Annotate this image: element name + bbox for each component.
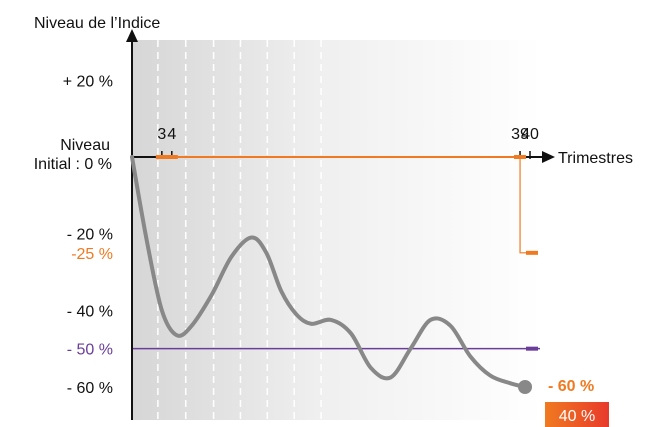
threshold-marker xyxy=(526,250,538,255)
final-value-point xyxy=(518,380,533,394)
y-tick-label: + 20 % xyxy=(63,73,113,90)
threshold-marker xyxy=(526,346,538,351)
index-level-line xyxy=(130,155,528,389)
plot-background xyxy=(132,40,542,420)
final-value-label: - 60 % xyxy=(548,378,594,395)
y-axis-title: Niveau de l’Indice xyxy=(34,15,160,32)
y-axis-tick-labels: + 20 % - 20 % -25 % - 40 % - 50 % - 60 % xyxy=(63,73,113,397)
final-threshold-connector xyxy=(519,157,526,254)
y-axis-arrow-icon xyxy=(126,29,138,42)
y-tick-label: - 50 % xyxy=(67,342,113,359)
x-tick-label: 3 xyxy=(157,126,166,143)
y-tick-label: - 40 % xyxy=(67,303,113,320)
initial-level-label-line1: Niveau xyxy=(60,137,110,154)
x-axis-arrow-icon xyxy=(542,151,555,163)
payout-badge-label: 40 % xyxy=(559,408,595,425)
y-tick-label: - 20 % xyxy=(67,227,113,244)
x-tick-label: 40 xyxy=(521,126,539,143)
payout-badge xyxy=(545,402,609,427)
x-tick-label: 4 xyxy=(167,126,176,143)
y-tick-label: -25 % xyxy=(71,246,113,263)
x-axis-title: Trimestres xyxy=(558,150,633,167)
vertical-gridlines xyxy=(157,40,322,420)
threshold-lines xyxy=(132,250,540,351)
x-tick-label: 39 xyxy=(511,126,529,143)
initial-level-label-line2: Initial : 0 % xyxy=(34,156,112,173)
observation-marker xyxy=(165,155,178,159)
y-tick-label: - 60 % xyxy=(67,380,113,397)
observation-marker xyxy=(155,155,168,159)
